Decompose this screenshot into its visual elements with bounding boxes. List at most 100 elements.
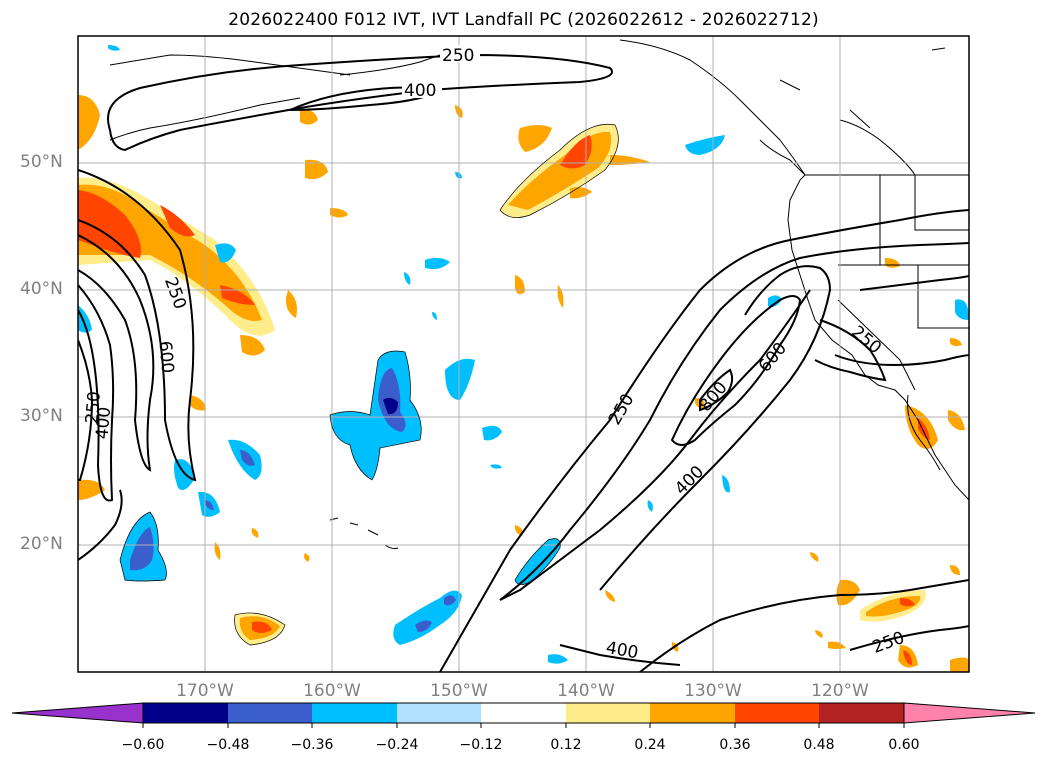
positive-anomaly-blob <box>815 630 823 638</box>
positive-anomaly-blob <box>78 190 141 258</box>
colorbar-extend-high <box>903 702 1036 724</box>
colorbar-swatch <box>566 703 650 723</box>
positive-anomaly-blob <box>240 335 265 356</box>
lat-label: 30°N <box>20 406 63 426</box>
negative-anomaly-blob <box>490 464 502 469</box>
positive-anomaly-blob <box>605 590 615 602</box>
colorbar-tick-label: −0.12 <box>459 737 503 753</box>
colorbar-tick-label: 0.12 <box>550 737 582 753</box>
colorbar-tick-label: 0.36 <box>719 737 751 753</box>
contour-label: 600 <box>755 339 791 377</box>
lat-label: 40°N <box>20 279 63 299</box>
lon-label: 130°W <box>684 681 742 701</box>
colorbar-tick-label: −0.60 <box>121 737 165 753</box>
ivt-contours <box>78 53 969 672</box>
colorbar-tick-label: 0.24 <box>634 737 666 753</box>
positive-anomaly-blob <box>948 410 965 431</box>
positive-anomaly-blob <box>252 621 272 633</box>
negative-anomaly-blob <box>647 500 653 512</box>
positive-anomaly-blob <box>300 109 318 125</box>
colorbar-swatch <box>481 703 566 723</box>
negative-anomaly-blob <box>768 295 782 308</box>
negative-anomaly-blob <box>415 620 432 632</box>
lon-label: 120°W <box>811 681 869 701</box>
contour-label: 600 <box>154 340 177 374</box>
negative-anomaly-blob <box>955 299 969 320</box>
positive-anomaly-blob <box>950 338 962 347</box>
positive-anomaly-blob <box>518 125 552 152</box>
negative-anomaly-blob <box>482 425 502 441</box>
graticule <box>78 36 969 672</box>
contour-label: 250 <box>442 46 474 66</box>
negative-anomaly-blob <box>685 135 725 155</box>
negative-anomaly-blob <box>404 272 411 285</box>
colorbar-swatch <box>735 703 819 723</box>
contour-label: 250 <box>605 391 639 429</box>
positive-anomaly-blob <box>78 479 105 500</box>
lon-label: 170°W <box>176 681 234 701</box>
lat-label: 50°N <box>20 152 63 172</box>
colorbar-swatch <box>228 703 312 723</box>
positive-anomaly-blob <box>214 542 221 560</box>
positive-anomaly-blob <box>885 258 900 268</box>
colorbar-tick-label: 0.60 <box>888 737 920 753</box>
shaded-anomalies <box>78 45 969 672</box>
negative-anomaly-blob <box>108 45 120 51</box>
negative-anomaly-blob <box>432 312 437 320</box>
contour-label: 400 <box>92 406 115 440</box>
positive-anomaly-blob <box>557 285 564 308</box>
contour-labels: 250 400 250 600 250 400 250 600 800 400 … <box>82 45 907 663</box>
positive-anomaly-blob <box>950 657 969 672</box>
colorbar-tick-label: −0.48 <box>206 737 250 753</box>
positive-anomaly-blob <box>560 135 592 169</box>
colorbar-tick-label: −0.36 <box>290 737 334 753</box>
negative-anomaly-blob <box>330 351 422 480</box>
negative-anomaly-blob <box>383 397 398 415</box>
contour-label: 400 <box>404 81 436 101</box>
positive-anomaly-blob <box>810 552 819 562</box>
lat-label: 20°N <box>20 534 63 554</box>
colorbar-tick-label: 0.48 <box>803 737 835 753</box>
map-layer <box>78 36 969 672</box>
positive-anomaly-blob <box>918 418 930 440</box>
colorbar-swatch <box>650 703 735 723</box>
positive-anomaly-blob <box>570 187 592 199</box>
negative-anomaly-blob <box>445 358 475 400</box>
negative-anomaly-blob <box>130 527 154 571</box>
positive-anomaly-blob <box>514 525 523 536</box>
colorbar-extend-low <box>11 702 144 724</box>
positive-anomaly-blob <box>330 208 348 218</box>
positive-anomaly-blob <box>515 275 525 295</box>
coastlines <box>109 36 969 550</box>
colorbar-swatch <box>143 703 228 723</box>
positive-anomaly-blob <box>900 598 915 607</box>
positive-anomaly-blob <box>78 95 100 150</box>
contour-label: 400 <box>604 638 639 663</box>
positive-anomaly-blob <box>190 395 206 411</box>
colorbar-tick-label: −0.24 <box>375 737 419 753</box>
negative-anomaly-blob <box>444 595 456 606</box>
map-frame <box>77 35 970 673</box>
negative-anomaly-blob <box>215 243 236 263</box>
positive-anomaly-blob <box>836 579 860 606</box>
contour-label: 250 <box>82 390 105 424</box>
positive-anomaly-blob <box>903 650 912 665</box>
colorbar-swatch <box>397 703 481 723</box>
positive-anomaly-blob <box>950 565 960 575</box>
colorbar-swatch <box>312 703 397 723</box>
positive-anomaly-blob <box>305 159 328 180</box>
anomaly-outlines <box>119 123 619 646</box>
negative-anomaly-blob <box>240 450 255 466</box>
lon-label: 160°W <box>303 681 361 701</box>
positive-anomaly-blob <box>304 553 310 562</box>
positive-anomaly-blob <box>160 205 195 237</box>
contour-label: 400 <box>671 462 708 499</box>
contour-label: 250 <box>847 322 885 358</box>
negative-anomaly-blob <box>78 305 92 333</box>
negative-anomaly-blob <box>722 475 730 493</box>
map-title: 2026022400 F012 IVT, IVT Landfall PC (20… <box>228 10 819 30</box>
positive-anomaly-blob <box>828 641 846 649</box>
lon-label: 150°W <box>430 681 488 701</box>
negative-anomaly-blob <box>425 257 450 270</box>
negative-anomaly-blob <box>204 500 214 510</box>
